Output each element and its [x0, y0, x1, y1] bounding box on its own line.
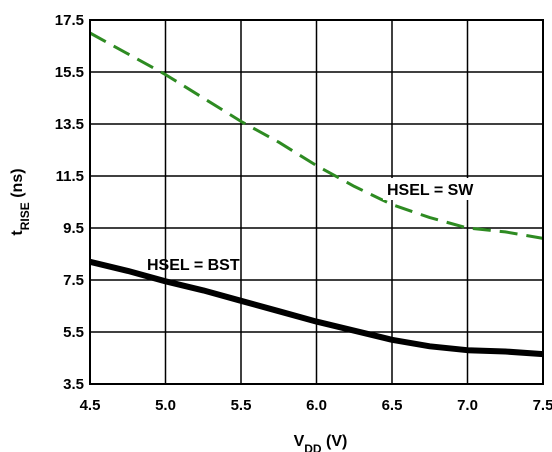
grid [89, 19, 544, 385]
y-tick-label: 9.5 [63, 220, 84, 237]
tick-labels: 4.5 5.0 5.5 6.0 6.5 7.0 7.5 3.5 5.5 7.5 9.5 11.5 13.… [55, 12, 552, 414]
y-tick-label: 5.5 [63, 324, 84, 341]
series-labels: HSEL = SW HSEL = BST [147, 178, 493, 274]
series-label-sw: HSEL = SW [387, 182, 474, 199]
x-tick-label: 6.0 [306, 397, 327, 414]
x-tick-label: 5.5 [231, 397, 252, 414]
plot-frame [89, 19, 544, 385]
y-tick-label: 3.5 [63, 376, 84, 393]
x-tick-label: 7.0 [457, 397, 478, 414]
y-tick-label: 17.5 [55, 12, 84, 29]
x-tick-label: 4.5 [80, 397, 101, 414]
y-tick-label: 11.5 [56, 168, 84, 185]
x-tick-label: 5.0 [155, 397, 176, 414]
x-axis-title: VDD (V) [294, 433, 348, 452]
series-line-sw [89, 31, 544, 240]
y-axis-title: tRISE (ns) [9, 168, 32, 235]
y-tick-label: 13.5 [55, 116, 84, 133]
x-tick-label: 6.5 [382, 397, 403, 414]
series-line-bst [89, 258, 544, 358]
x-tick-label: 7.5 [533, 397, 552, 414]
series-label-background [383, 178, 493, 200]
y-tick-label: 15.5 [55, 64, 84, 81]
y-tick-label: 7.5 [63, 272, 84, 289]
series-layer [89, 31, 544, 358]
series-label-bst: HSEL = BST [147, 257, 240, 274]
